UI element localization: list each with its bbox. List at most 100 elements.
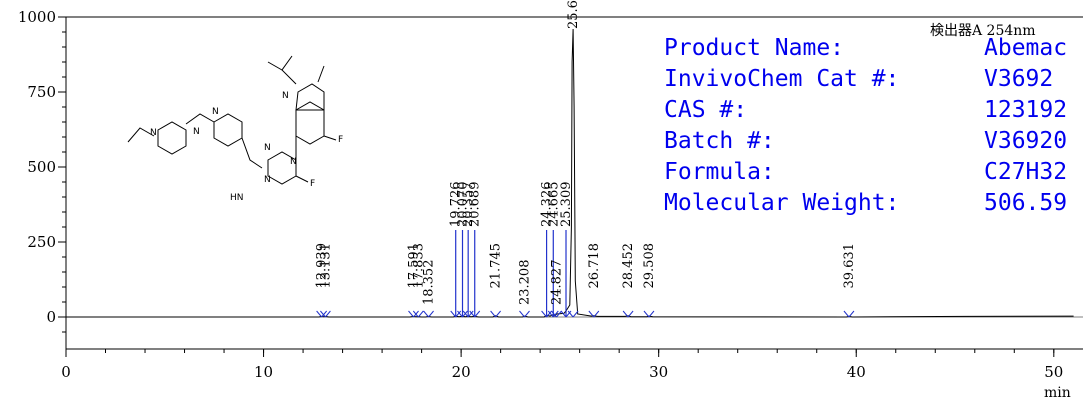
peak-marker — [423, 310, 429, 318]
peak-marker — [843, 310, 850, 318]
peak-marker — [417, 310, 424, 318]
peak-marker — [567, 310, 574, 318]
peak-marker — [316, 310, 323, 318]
info-value: Abemac — [984, 35, 1067, 61]
peak-label: 20.689 — [468, 182, 483, 228]
info-value: 506.59 — [984, 190, 1067, 216]
peak-marker — [325, 310, 331, 318]
peak-marker — [622, 310, 629, 318]
info-label: Formula: — [664, 159, 775, 185]
info-label: Product Name: — [664, 35, 844, 61]
peak-marker — [648, 310, 655, 318]
info-value: V3692 — [984, 66, 1053, 92]
peak-label: 25.309 — [559, 182, 574, 228]
peak-marker — [627, 310, 634, 318]
peak-marker — [469, 310, 476, 318]
y-tick-label: 500 — [27, 158, 56, 176]
methyl-group — [317, 65, 325, 83]
peak-label: 24.665 — [546, 182, 561, 228]
peak-marker — [643, 310, 650, 318]
peak-marker — [552, 310, 559, 318]
x-axis-unit: min — [1044, 385, 1071, 401]
peak-marker — [588, 310, 595, 318]
atom-label: N — [290, 157, 297, 167]
x-tick-label: 30 — [649, 363, 668, 381]
atom-label: N — [212, 107, 219, 117]
info-value: 123192 — [984, 97, 1067, 123]
peak-label: 24.326 — [540, 182, 555, 228]
peak-marker — [490, 310, 496, 318]
peak-marker — [450, 310, 457, 318]
detector-label: 検出器A 254nm — [930, 23, 1036, 39]
x-ticks: 0 10 20 30 40 50 — [61, 349, 1063, 381]
y-ticks: 0 250 500 750 1000 — [18, 8, 66, 333]
atom-label: F — [310, 179, 315, 189]
peak-marker — [565, 310, 572, 318]
peak-label: 25.667 — [566, 0, 581, 29]
piperazine-ring — [157, 121, 187, 155]
peak-marker — [462, 310, 469, 318]
benzimidazole-benzene — [295, 101, 325, 145]
peak-label: 23.208 — [517, 260, 532, 306]
isopropyl-group — [281, 55, 297, 85]
fluoro-bond-1 — [323, 135, 337, 141]
peak-marker — [455, 310, 462, 318]
peak-marker — [551, 310, 557, 318]
peak-marker — [556, 310, 562, 318]
x-tick-label: 40 — [847, 363, 866, 381]
peak-marker — [457, 310, 463, 318]
peak-marker — [467, 310, 474, 318]
peak-label: 39.631 — [842, 243, 857, 289]
peak-marker — [412, 310, 419, 318]
x-tick-label: 0 — [61, 363, 71, 381]
amine-linker — [241, 137, 263, 169]
isopropyl-branch — [267, 61, 283, 71]
peak-label: 17.591 — [407, 243, 422, 289]
benzimidazole-imidazole — [295, 83, 325, 111]
y-tick-label: 1000 — [18, 8, 56, 26]
peak-marker — [848, 310, 855, 318]
peak-marker — [560, 310, 567, 318]
peak-label: 19.726 — [449, 182, 464, 228]
x-tick-label: 50 — [1044, 363, 1063, 381]
ethyl-chain — [127, 127, 155, 143]
peak-marker — [519, 310, 525, 318]
peak-label: 18.352 — [422, 260, 437, 306]
info-value: V36920 — [984, 128, 1067, 154]
peak-label: 12.939 — [315, 243, 330, 289]
molecule-structure — [127, 55, 337, 185]
peak-label: 29.508 — [642, 243, 657, 289]
peak-marker — [320, 310, 326, 318]
atom-label: N — [264, 175, 271, 185]
atom-label: N — [264, 143, 271, 153]
peak-label: 13.131 — [318, 243, 333, 289]
atom-label: N — [193, 127, 200, 137]
peak-marker — [474, 310, 481, 318]
x-tick-label: 20 — [452, 363, 471, 381]
atom-label: N — [150, 128, 157, 138]
peak-marker — [547, 310, 554, 318]
y-tick-label: 0 — [46, 308, 56, 326]
peak-label: 26.718 — [587, 243, 602, 289]
methylene-linker — [185, 113, 215, 125]
fluoro-bond-2 — [295, 175, 309, 183]
peak-label: 17.833 — [411, 243, 426, 289]
atom-label: HN — [230, 193, 244, 203]
chromatogram-trace — [66, 28, 1074, 318]
atom-label: N — [282, 91, 289, 101]
peak-marker — [524, 310, 530, 318]
peak-marker — [572, 310, 579, 318]
peak-label: 20.357 — [461, 182, 476, 227]
info-value: C27H32 — [984, 159, 1067, 185]
y-tick-label: 250 — [27, 233, 56, 251]
info-label: CAS #: — [664, 97, 747, 123]
peak-marker — [321, 310, 328, 318]
peak-marker — [462, 310, 468, 318]
peak-label: 28.452 — [621, 243, 636, 289]
y-tick-label: 750 — [27, 83, 56, 101]
peak-marker — [593, 310, 600, 318]
info-label: Batch #: — [664, 128, 775, 154]
peak-marker — [541, 310, 547, 318]
